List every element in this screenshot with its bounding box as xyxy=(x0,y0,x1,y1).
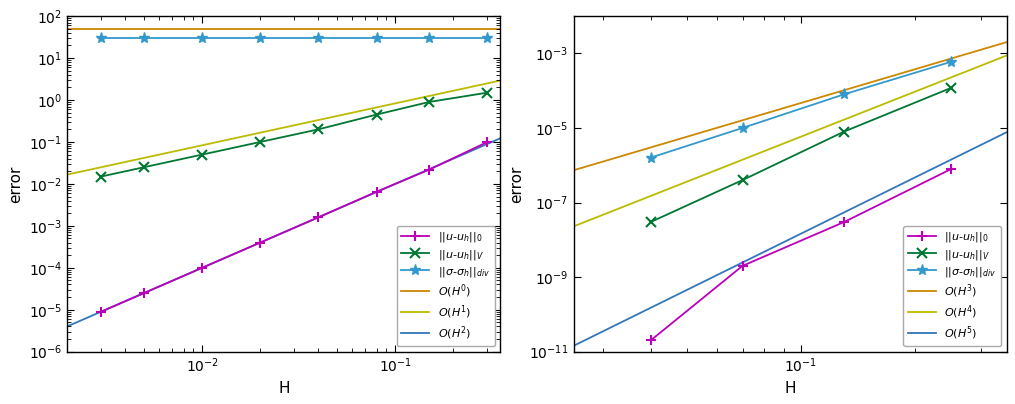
Y-axis label: error: error xyxy=(509,165,524,202)
X-axis label: H: H xyxy=(785,381,796,396)
Legend: $||u\text{-}u_h||_0$, $||u\text{-}u_h||_V$, $||\sigma\text{-}\sigma_h||_{div}$, : $||u\text{-}u_h||_0$, $||u\text{-}u_h||_… xyxy=(903,226,1001,346)
Y-axis label: error: error xyxy=(8,165,23,202)
X-axis label: H: H xyxy=(278,381,289,396)
Legend: $||u\text{-}u_h||_0$, $||u\text{-}u_h||_V$, $||\sigma\text{-}\sigma_h||_{div}$, : $||u\text{-}u_h||_0$, $||u\text{-}u_h||_… xyxy=(397,226,495,346)
